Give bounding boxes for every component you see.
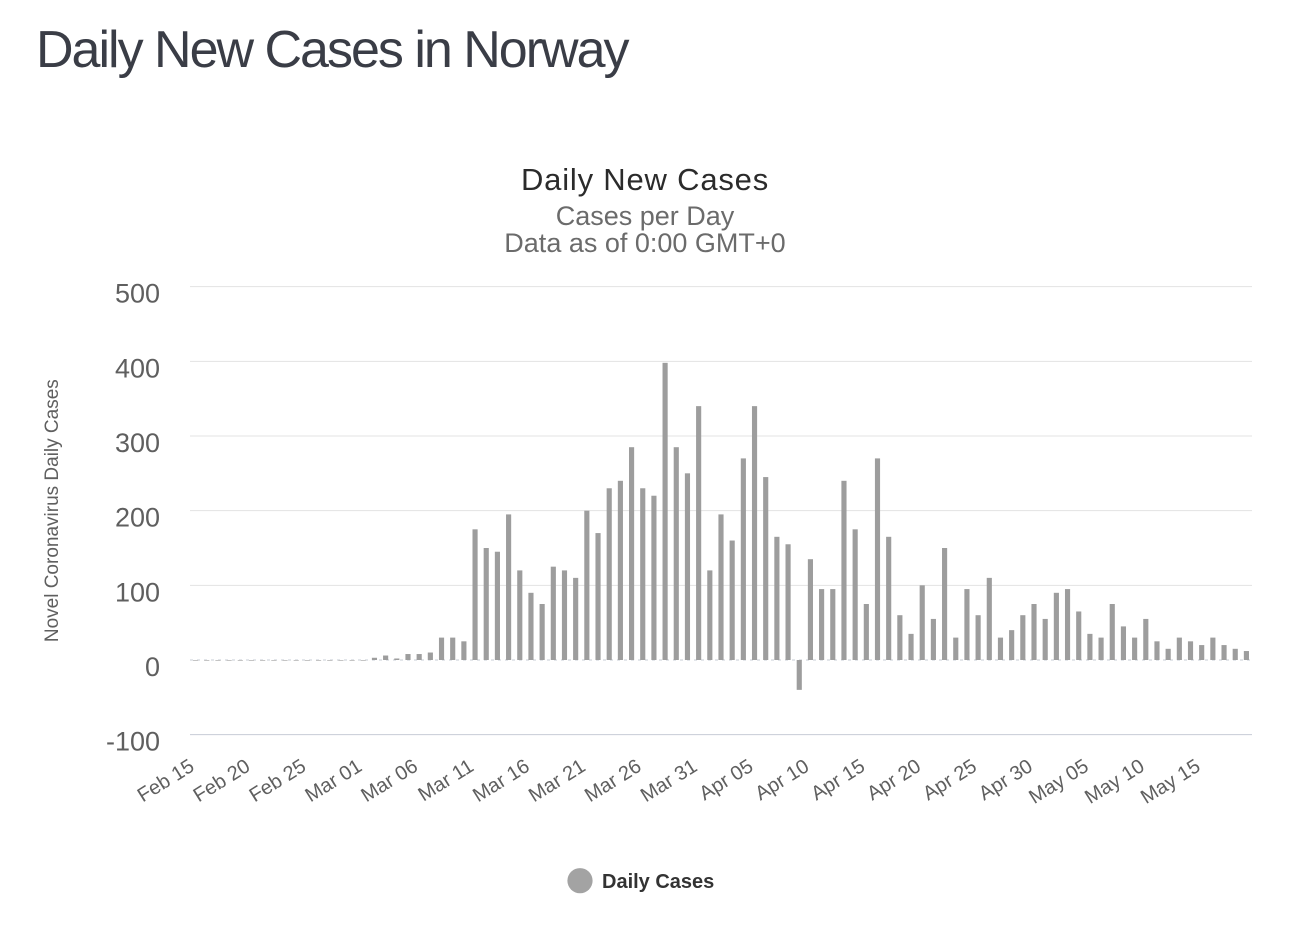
svg-text:Apr 30: Apr 30 (975, 755, 1037, 805)
svg-text:Cases per Day: Cases per Day (556, 201, 735, 231)
svg-text:Mar 16: Mar 16 (469, 755, 533, 807)
svg-text:100: 100 (115, 577, 160, 607)
svg-text:Apr 05: Apr 05 (696, 755, 758, 805)
svg-text:Apr 10: Apr 10 (751, 755, 813, 805)
svg-text:400: 400 (115, 353, 160, 383)
svg-text:May 10: May 10 (1081, 755, 1148, 808)
svg-text:Apr 15: Apr 15 (807, 755, 869, 805)
svg-text:Daily Cases: Daily Cases (602, 871, 714, 893)
svg-text:Mar 11: Mar 11 (415, 755, 478, 806)
svg-text:200: 200 (115, 503, 160, 533)
svg-text:Feb 15: Feb 15 (134, 755, 198, 807)
svg-text:Mar 26: Mar 26 (581, 755, 645, 807)
svg-text:Mar 06: Mar 06 (357, 755, 421, 807)
svg-text:Feb 20: Feb 20 (190, 755, 254, 807)
svg-text:300: 300 (115, 428, 160, 458)
svg-text:-100: -100 (106, 727, 160, 757)
svg-text:Novel Coronavirus Daily Cases: Novel Coronavirus Daily Cases (42, 379, 63, 642)
svg-text:Apr 25: Apr 25 (919, 755, 981, 805)
svg-text:Mar 31: Mar 31 (637, 755, 701, 807)
svg-text:Daily New Cases: Daily New Cases (521, 162, 769, 197)
svg-text:0: 0 (145, 652, 160, 682)
svg-text:Mar 21: Mar 21 (525, 755, 589, 807)
svg-text:May 15: May 15 (1137, 755, 1204, 808)
svg-text:Apr 20: Apr 20 (863, 755, 925, 805)
svg-text:Mar 01: Mar 01 (301, 755, 365, 807)
svg-text:500: 500 (115, 279, 160, 309)
svg-text:Feb 25: Feb 25 (246, 755, 310, 807)
svg-text:Data as of 0:00 GMT+0: Data as of 0:00 GMT+0 (504, 228, 785, 258)
svg-text:May 05: May 05 (1025, 755, 1092, 808)
